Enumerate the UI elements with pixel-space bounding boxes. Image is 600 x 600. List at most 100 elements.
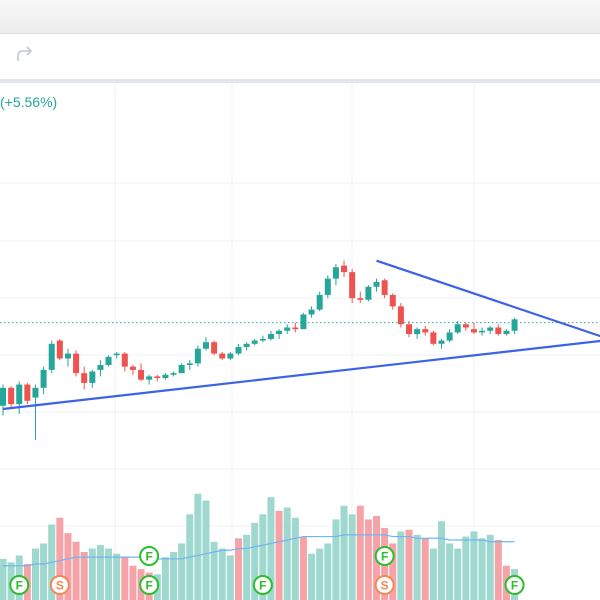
event-marker-circle [9, 575, 30, 595]
candle-body [365, 286, 372, 300]
event-marker[interactable]: F [139, 546, 160, 566]
candle-body [162, 374, 169, 379]
candle-body [300, 314, 307, 330]
candle-body [479, 330, 486, 333]
volume-bar [40, 543, 48, 600]
volume-bar [113, 553, 121, 600]
candle-body [64, 353, 71, 359]
candle-body [308, 309, 315, 315]
candle-body [438, 340, 445, 344]
volume-bar [178, 543, 186, 600]
candlesticks [0, 260, 518, 440]
volume-bar [259, 514, 267, 600]
candle-body [16, 384, 23, 405]
candle-body [357, 298, 364, 300]
trendline-lower [2, 339, 600, 411]
event-marker-label: F [259, 579, 266, 593]
volume-bar [446, 543, 454, 600]
candle-body [89, 371, 96, 383]
volume-bar [397, 531, 405, 600]
volume-bar [429, 548, 437, 600]
event-marker[interactable]: F [252, 575, 273, 595]
volume-bar [332, 519, 340, 600]
volume-bar [121, 557, 129, 600]
volume-bar [494, 540, 502, 600]
volume-bar [389, 543, 397, 600]
volume-bar [129, 565, 137, 600]
event-marker-label: F [145, 579, 152, 593]
candle-body [243, 343, 250, 348]
candle-body [414, 329, 421, 335]
volume-bar [226, 555, 234, 600]
candle-body [105, 356, 112, 365]
event-marker-circle [49, 575, 70, 595]
candle-body [251, 340, 258, 344]
candle-body [267, 334, 274, 339]
browser-top-bar [0, 0, 600, 34]
event-markers: F F F S F F S F [9, 546, 525, 595]
event-marker-label: S [381, 579, 389, 593]
volume-bar [234, 538, 242, 600]
volume-bar [478, 538, 486, 600]
candle-body [454, 324, 461, 333]
candle-body [324, 278, 331, 295]
event-marker[interactable]: F [139, 575, 160, 595]
candle-body [146, 376, 153, 380]
candle-body [406, 324, 412, 335]
event-marker-label: S [56, 579, 64, 593]
candle-body [284, 327, 291, 331]
volume-bar [308, 553, 316, 600]
candle-body [48, 343, 55, 370]
candle-body [316, 294, 323, 310]
volume-bar [454, 548, 462, 600]
event-marker[interactable]: S [374, 575, 395, 595]
candle-body [154, 376, 161, 379]
event-marker[interactable]: F [9, 575, 30, 595]
volume-bar [72, 541, 80, 600]
candle-body [203, 342, 209, 349]
volume-bar [218, 548, 226, 600]
candle-body [332, 267, 339, 279]
candle-body [138, 369, 145, 380]
candle-body [349, 272, 356, 299]
candle-body [503, 330, 510, 335]
price-change-percent: (+5.56%) [0, 94, 58, 110]
candle-body [235, 347, 242, 354]
toolbar-separator [0, 79, 600, 83]
volume-bar [413, 534, 421, 600]
volume-bar [299, 536, 307, 600]
volume-bar [210, 541, 218, 600]
volume-bar [202, 500, 210, 600]
volume-bar [405, 529, 413, 600]
volume-bar [194, 493, 202, 600]
volume-bar [0, 558, 7, 600]
volume-bar [251, 522, 259, 600]
price-chart[interactable]: F F F S F F S F [0, 83, 600, 600]
volume-bar [80, 552, 88, 600]
volume-bar [88, 548, 96, 600]
volume-bar [96, 545, 104, 600]
event-marker-circle [504, 575, 525, 595]
redo-button[interactable] [14, 44, 36, 66]
candle-body [487, 327, 494, 331]
candle-body [495, 327, 502, 335]
event-marker[interactable]: S [49, 575, 70, 595]
event-marker[interactable]: F [374, 546, 395, 566]
volume-bar [470, 531, 478, 600]
candle-body [0, 387, 6, 406]
event-marker-label: F [511, 579, 518, 593]
candle-body [32, 387, 39, 398]
candle-body [276, 330, 283, 335]
event-marker[interactable]: F [504, 575, 525, 595]
event-marker-circle [374, 575, 395, 595]
volume-moving-average [3, 534, 515, 567]
candle-body [259, 338, 266, 341]
volume-bar [437, 521, 445, 600]
candle-body [178, 365, 185, 374]
event-marker-label: F [381, 550, 388, 564]
trendline-upper [376, 259, 600, 338]
volume-bar [64, 533, 72, 600]
candle-body [446, 332, 453, 341]
candle-body [227, 353, 234, 359]
event-marker-circle [374, 546, 395, 566]
